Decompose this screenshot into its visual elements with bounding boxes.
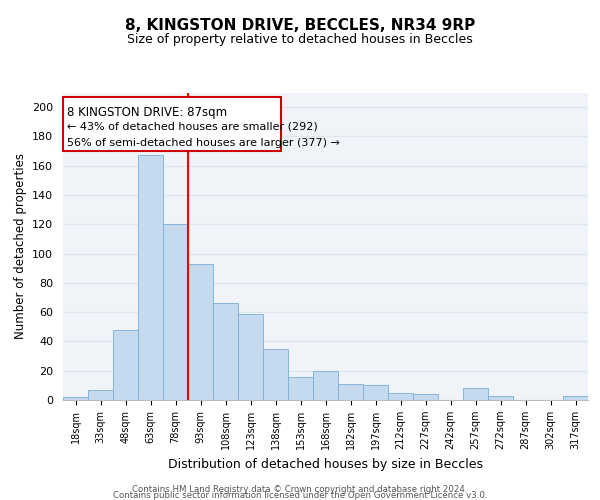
Bar — [413, 394, 438, 400]
Bar — [313, 370, 338, 400]
Bar — [388, 392, 413, 400]
Bar — [488, 396, 513, 400]
Y-axis label: Number of detached properties: Number of detached properties — [14, 153, 26, 339]
Bar — [138, 156, 163, 400]
Bar — [288, 376, 313, 400]
Text: 8 KINGSTON DRIVE: 87sqm: 8 KINGSTON DRIVE: 87sqm — [67, 106, 227, 118]
FancyBboxPatch shape — [63, 97, 281, 151]
Text: Contains public sector information licensed under the Open Government Licence v3: Contains public sector information licen… — [113, 490, 487, 500]
Bar — [163, 224, 188, 400]
Bar — [88, 390, 113, 400]
Bar — [213, 304, 238, 400]
Text: 56% of semi-detached houses are larger (377) →: 56% of semi-detached houses are larger (… — [67, 138, 340, 148]
Bar — [263, 349, 288, 400]
Bar — [188, 264, 213, 400]
Bar — [463, 388, 488, 400]
Bar — [63, 397, 88, 400]
Bar — [563, 396, 588, 400]
Text: Contains HM Land Registry data © Crown copyright and database right 2024.: Contains HM Land Registry data © Crown c… — [132, 484, 468, 494]
Text: ← 43% of detached houses are smaller (292): ← 43% of detached houses are smaller (29… — [67, 122, 317, 132]
X-axis label: Distribution of detached houses by size in Beccles: Distribution of detached houses by size … — [168, 458, 483, 470]
Bar — [113, 330, 138, 400]
Bar — [363, 386, 388, 400]
Text: Size of property relative to detached houses in Beccles: Size of property relative to detached ho… — [127, 32, 473, 46]
Bar — [338, 384, 363, 400]
Text: 8, KINGSTON DRIVE, BECCLES, NR34 9RP: 8, KINGSTON DRIVE, BECCLES, NR34 9RP — [125, 18, 475, 32]
Bar — [238, 314, 263, 400]
